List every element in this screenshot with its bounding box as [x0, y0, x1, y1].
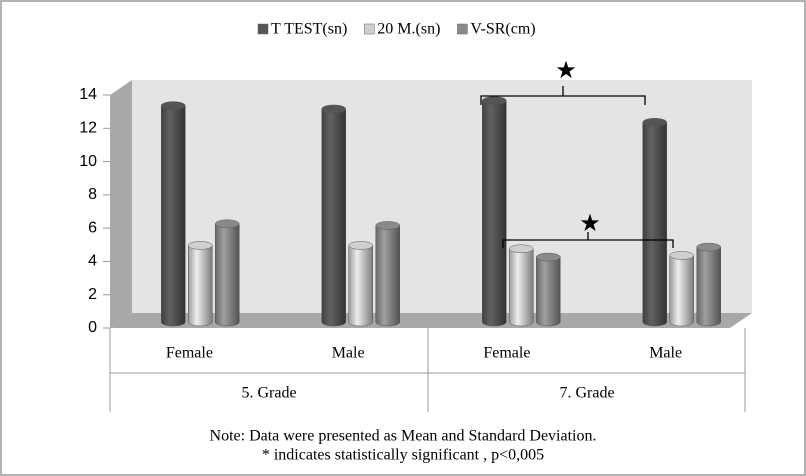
bar	[348, 245, 373, 327]
back-wall	[132, 80, 752, 313]
bracket	[502, 232, 674, 248]
bar	[642, 122, 667, 327]
group-label: 5. Grade	[241, 385, 296, 402]
bar-cap	[161, 101, 186, 110]
bar-cap	[669, 251, 694, 260]
x-tick-label: Female	[483, 345, 530, 362]
x-tick-label: Female	[166, 345, 213, 362]
bar	[215, 223, 240, 327]
bar	[375, 225, 400, 327]
bar-cap	[509, 244, 534, 254]
bar	[669, 255, 694, 327]
side-wall	[110, 80, 132, 328]
legend-swatch	[457, 23, 468, 35]
star: ★	[555, 56, 577, 84]
floor	[110, 313, 752, 328]
bar	[536, 256, 561, 327]
note: * indicates statistically significant , …	[262, 447, 544, 464]
bar-cap	[348, 241, 373, 250]
bar-cap	[536, 252, 561, 262]
bar-cap	[482, 96, 507, 105]
bar	[509, 248, 534, 327]
y-tick-label: 2	[88, 286, 97, 303]
bar	[188, 245, 213, 327]
x-tick-label: Male	[332, 345, 365, 362]
note: Note: Data were presented as Mean and St…	[210, 428, 597, 445]
bar-cap	[321, 104, 346, 114]
y-tick-label: 6	[88, 219, 97, 236]
bracket	[480, 86, 646, 105]
significance-brackets	[480, 86, 674, 248]
legend-swatch	[364, 23, 375, 35]
y-tick-label: 12	[79, 120, 97, 137]
y-tick-label: 8	[88, 186, 97, 203]
bar-cap	[696, 242, 721, 252]
x-tick-label: Male	[649, 345, 682, 362]
bar	[696, 246, 721, 327]
legend-label: T TEST(sn)	[271, 21, 347, 38]
y-tick-label: 14	[79, 86, 97, 103]
y-tick-label: 10	[79, 153, 97, 170]
bar-cap	[642, 118, 667, 127]
group-label: 7. Grade	[559, 385, 614, 402]
category-axis-lines	[109, 328, 746, 412]
legend-label: V-SR(cm)	[470, 21, 535, 38]
y-tick-label: 0	[88, 319, 97, 336]
legend-label: 20 M.(sn)	[377, 21, 440, 38]
bar	[161, 105, 186, 327]
bar-cap	[215, 219, 240, 229]
star: ★	[579, 209, 601, 237]
bar-cap	[375, 221, 400, 230]
y-tick-label: 4	[88, 253, 97, 270]
bar-cap	[188, 241, 213, 250]
legend-swatch	[257, 23, 269, 35]
bar	[482, 100, 507, 327]
bar	[321, 108, 346, 327]
